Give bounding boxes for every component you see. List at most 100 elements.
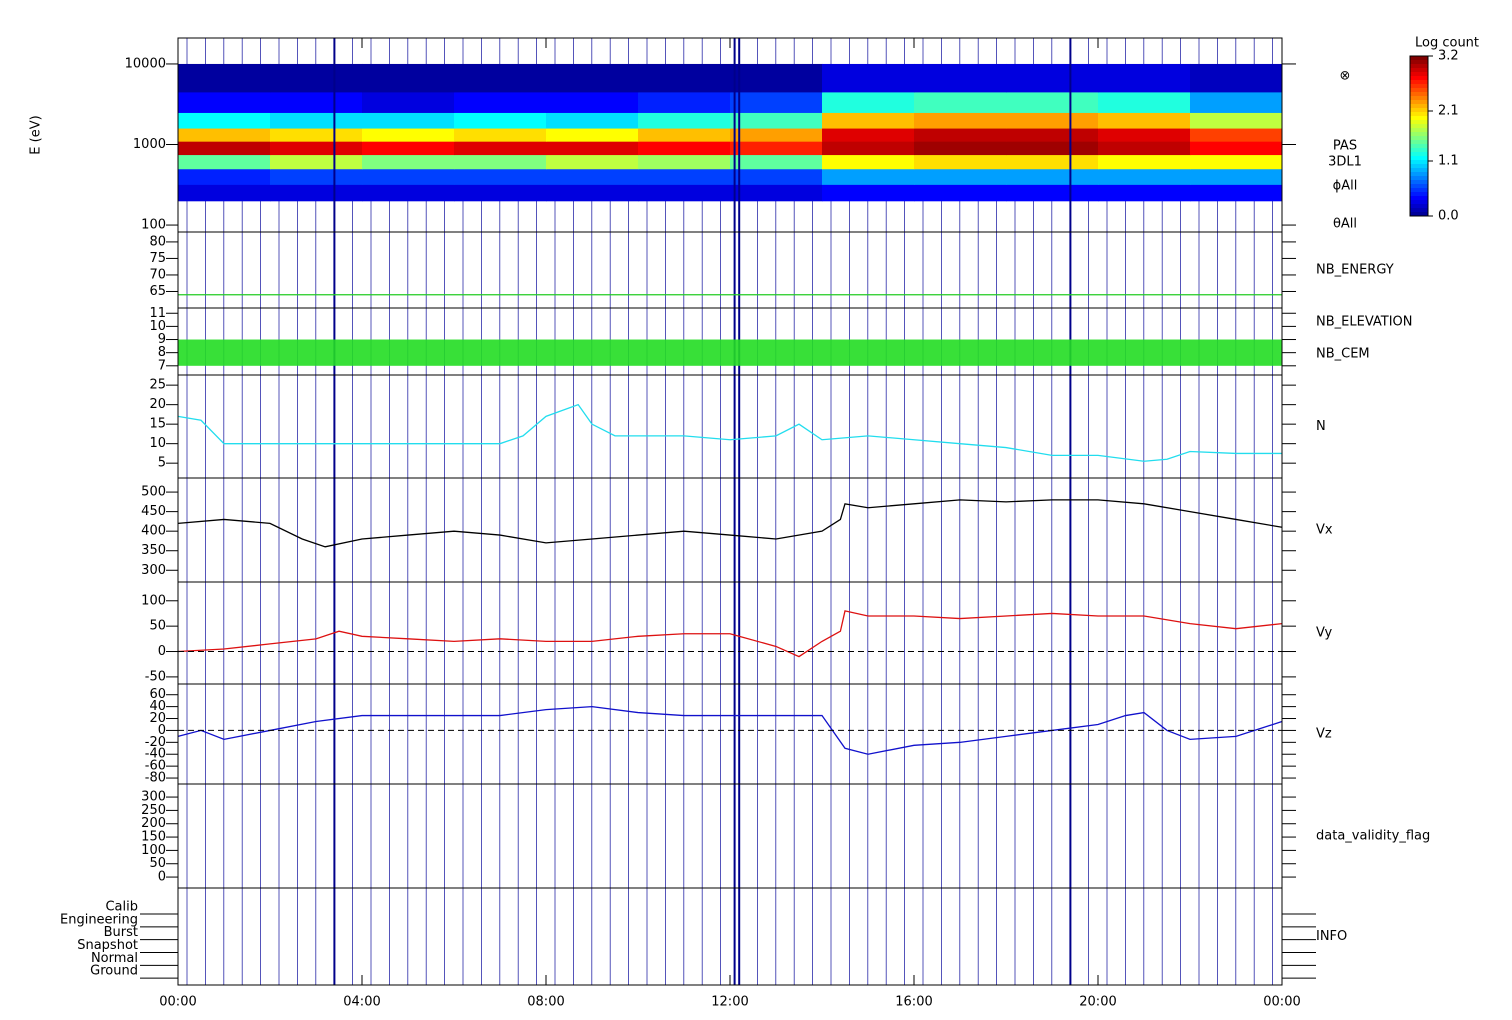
- heatmap-cell: [270, 128, 363, 142]
- heatmap-cell: [1190, 184, 1283, 202]
- x-tick-label: 00:00: [1263, 995, 1300, 1010]
- heatmap-cell: [822, 154, 915, 170]
- heatmap-cell: [638, 63, 731, 93]
- x-tick-label: 00:00: [159, 995, 196, 1010]
- y-tick-label: 10000: [125, 56, 166, 71]
- heatmap-cell: [1006, 168, 1099, 185]
- colorbar-tick-label: 3.2: [1438, 49, 1459, 64]
- colorbar-step: [1410, 88, 1428, 93]
- heatmap-cell: [178, 112, 271, 129]
- colorbar-step: [1410, 188, 1428, 193]
- heatmap-cell: [546, 154, 639, 170]
- colorbar-step: [1410, 196, 1428, 201]
- y-tick-label: 100: [141, 218, 166, 233]
- heatmap-cell: [270, 184, 363, 202]
- heatmap-cell: [270, 91, 363, 113]
- series-label: NB_CEM: [1316, 347, 1370, 362]
- colorbar-step: [1410, 204, 1428, 209]
- x-tick-label: 16:00: [895, 995, 932, 1010]
- x-tick-label: 08:00: [527, 995, 564, 1010]
- heatmap-cell: [362, 184, 455, 202]
- colorbar-step: [1410, 200, 1428, 205]
- panel-frame: [177, 683, 1283, 785]
- heatmap-cell: [362, 112, 455, 129]
- heatmap-cell: [1098, 168, 1191, 185]
- x-tick-label: 20:00: [1079, 995, 1116, 1010]
- heatmap-cell: [454, 141, 547, 156]
- heatmap-cell: [730, 112, 823, 129]
- heatmap-cell: [270, 141, 363, 156]
- colorbar-step: [1410, 144, 1428, 149]
- heatmap-cell: [1190, 141, 1283, 156]
- y-tick-label: Ground: [90, 964, 138, 979]
- heatmap-cell: [730, 154, 823, 170]
- colorbar-tick-label: 2.1: [1438, 104, 1459, 119]
- y-tick-label: 50: [149, 856, 166, 871]
- heatmap-cell: [546, 63, 639, 93]
- heatmap-cell: [1098, 91, 1191, 113]
- y-tick-label: 0: [158, 644, 166, 659]
- y-tick-label: 20: [149, 397, 166, 412]
- colorbar-step: [1410, 176, 1428, 181]
- heatmap-cell: [270, 112, 363, 129]
- heatmap-cell: [1098, 141, 1191, 156]
- colorbar-step: [1410, 192, 1428, 197]
- y-tick-label: 15: [149, 417, 166, 432]
- y-tick-label: 70: [149, 267, 166, 282]
- y-tick-label: 400: [141, 524, 166, 539]
- heatmap-cell: [914, 91, 1007, 113]
- y-tick-label: 0: [158, 723, 166, 738]
- heatmap-cell: [638, 112, 731, 129]
- heatmap-cell: [178, 63, 271, 93]
- colorbar-step: [1410, 184, 1428, 189]
- y-tick-label: -80: [145, 771, 166, 786]
- colorbar-step: [1410, 172, 1428, 177]
- heatmap-cell: [546, 112, 639, 129]
- colorbar-step: [1410, 156, 1428, 161]
- heatmap-cell: [730, 141, 823, 156]
- colorbar-tick-label: 1.1: [1438, 154, 1459, 169]
- heatmap-cell: [178, 168, 271, 185]
- heatmap-cell: [822, 168, 915, 185]
- series-line: [177, 705, 1283, 755]
- heatmap-cell: [1190, 63, 1283, 93]
- colorbar-step: [1410, 108, 1428, 113]
- colorbar-step: [1410, 112, 1428, 117]
- panel-label: 3DL1: [1328, 155, 1362, 170]
- series-label: data_validity_flag: [1316, 829, 1430, 844]
- heatmap-cell: [454, 184, 547, 202]
- heatmap-cell: [178, 91, 271, 113]
- panel-frame: [177, 477, 1283, 583]
- colorbar-step: [1410, 180, 1428, 185]
- colorbar-step: [1410, 56, 1428, 61]
- y-tick-label: 300: [141, 563, 166, 578]
- heatmap-cell: [822, 112, 915, 129]
- heatmap-cell: [1006, 91, 1099, 113]
- heatmap-cell: [730, 184, 823, 202]
- heatmap-cell: [1098, 184, 1191, 202]
- colorbar-step: [1410, 128, 1428, 133]
- y-tick-label: 25: [149, 378, 166, 393]
- heatmap-cell: [454, 154, 547, 170]
- heatmap-cell: [638, 91, 731, 113]
- colorbar-step: [1410, 60, 1428, 65]
- heatmap-cell: [270, 168, 363, 185]
- y-tick-label: 10: [149, 436, 166, 451]
- colorbar-step: [1410, 100, 1428, 105]
- heatmap-cell: [914, 141, 1007, 156]
- colorbar-step: [1410, 84, 1428, 89]
- colorbar-step: [1410, 116, 1428, 121]
- heatmap-cell: [362, 168, 455, 185]
- heatmap-cell: [1006, 184, 1099, 202]
- panel-frame: [177, 581, 1283, 685]
- heatmap-cell: [362, 91, 455, 113]
- y-tick-label: 500: [141, 485, 166, 500]
- heatmap-cell: [1098, 154, 1191, 170]
- heatmap-cell: [178, 154, 271, 170]
- heatmap-cell: [822, 141, 915, 156]
- heatmap-cell: [914, 154, 1007, 170]
- heatmap-cell: [638, 184, 731, 202]
- heatmap-cell: [362, 141, 455, 156]
- heatmap-cell: [638, 128, 731, 142]
